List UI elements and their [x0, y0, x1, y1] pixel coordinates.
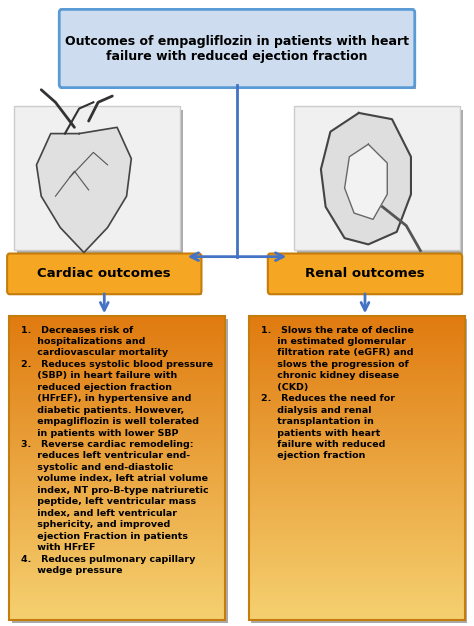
Bar [273, 260, 463, 295]
Text: 1.   Decreases risk of
     hospitalizations and
     cardiovascular mortality
2: 1. Decreases risk of hospitalizations an… [21, 326, 213, 575]
Polygon shape [345, 144, 387, 219]
FancyBboxPatch shape [7, 254, 201, 294]
Bar [294, 106, 460, 250]
Text: Cardiac outcomes: Cardiac outcomes [37, 267, 171, 280]
Bar [17, 110, 183, 254]
Bar [249, 316, 465, 620]
Bar [297, 110, 463, 254]
FancyBboxPatch shape [59, 9, 415, 88]
Bar [251, 319, 467, 623]
Polygon shape [321, 113, 411, 244]
FancyBboxPatch shape [268, 254, 462, 294]
Text: Renal outcomes: Renal outcomes [305, 267, 425, 280]
Bar [12, 260, 202, 295]
Bar [65, 17, 416, 89]
Bar [14, 106, 180, 250]
Polygon shape [36, 127, 131, 252]
Text: 1.   Slows the rate of decline
     in estimated glomerular
     filtration rate: 1. Slows the rate of decline in estimate… [261, 326, 414, 461]
Bar [9, 316, 225, 620]
Text: Outcomes of empagliflozin in patients with heart
failure with reduced ejection f: Outcomes of empagliflozin in patients wi… [65, 34, 409, 63]
Bar [12, 319, 228, 623]
